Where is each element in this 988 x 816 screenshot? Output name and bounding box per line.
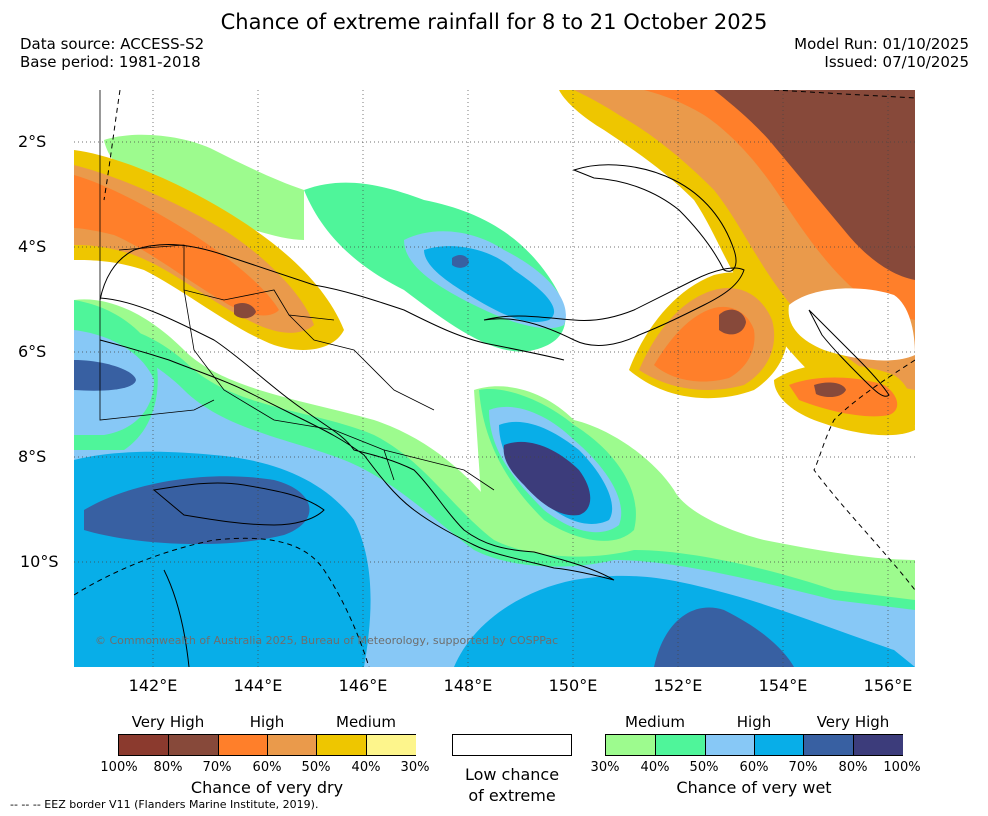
wet-zone-southeast-dark [654, 607, 794, 667]
lon-tick-148e: 148°E [443, 676, 493, 695]
wet-pct-label: 60% [739, 760, 769, 775]
new-britain-coastline [483, 267, 745, 346]
header-meta-left: Data source: ACCESS-S2 Base period: 1981… [20, 35, 204, 71]
wet-swatch-1 [655, 735, 706, 755]
dry-colorbar [118, 734, 416, 756]
dry-level-high: High [249, 713, 285, 731]
wet-pct-label: 30% [590, 760, 620, 775]
low-chance-zone-east [788, 288, 915, 361]
lat-tick-4s: 4°S [18, 237, 47, 256]
dry-swatch-0 [119, 735, 169, 755]
dry-swatch-2 [217, 735, 268, 755]
issued-text: Issued: 07/10/2025 [824, 53, 969, 71]
lon-tick-150e: 150°E [548, 676, 598, 695]
new-guinea-coastline [99, 297, 615, 581]
dry-pct-label: 40% [351, 760, 381, 775]
wet-pct-label: 100% [883, 760, 921, 775]
lon-tick-146e: 146°E [338, 676, 388, 695]
wet-zone-top-left-green [104, 134, 304, 240]
new-ireland-coastline [572, 164, 737, 272]
base-period-text: Base period: 1981-2018 [20, 53, 201, 71]
low-chance-swatch [452, 734, 572, 756]
dry-zone-west-dark [234, 302, 256, 319]
low-chance-caption: Low chance of extreme [442, 764, 582, 806]
dry-swatch-4 [316, 735, 367, 755]
dry-pct-label: 50% [301, 760, 331, 775]
cape-york-coast [163, 569, 190, 667]
province-borders [99, 90, 495, 491]
dry-caption: Chance of very dry [190, 778, 344, 797]
dry-zone-northeast-dark [714, 90, 915, 280]
lat-tick-8s: 8°S [18, 447, 47, 466]
wet-zone-east-dark [503, 441, 591, 516]
eez-borders [74, 90, 915, 667]
wet-level-very-high: Very High [816, 713, 890, 731]
lon-tick-154e: 154°E [758, 676, 808, 695]
lon-tick-144e: 144°E [233, 676, 283, 695]
wet-zone-south-dark [84, 476, 310, 545]
wet-zones [74, 134, 915, 667]
dry-level-medium: Medium [336, 713, 396, 731]
dry-zone-southeast-dark [814, 382, 846, 398]
lon-tick-156e: 156°E [863, 676, 913, 695]
wet-zone-west-dark [74, 360, 136, 391]
wet-caption: Chance of very wet [676, 778, 832, 797]
model-run-text: Model Run: 01/10/2025 [794, 35, 969, 53]
lat-tick-10s: 10°S [20, 552, 59, 571]
lat-tick-6s: 6°S [18, 342, 47, 361]
wet-level-high: High [736, 713, 772, 731]
wet-swatch-2 [704, 735, 755, 755]
wet-pct-label: 80% [838, 760, 868, 775]
wet-zone-central-dark [452, 255, 469, 268]
header-meta-right: Model Run: 01/10/2025 Issued: 07/10/2025 [794, 35, 969, 71]
data-source-text: Data source: ACCESS-S2 [20, 35, 205, 53]
wet-colorbar [605, 734, 903, 756]
wet-pct-label: 40% [640, 760, 670, 775]
eez-footnote: -- -- -- EEZ border V11 (Flanders Marine… [10, 798, 319, 811]
wet-swatch-0 [606, 735, 656, 755]
map-svg [74, 90, 915, 667]
dry-zones [74, 90, 915, 436]
coastlines [99, 164, 890, 667]
lon-tick-142e: 142°E [128, 676, 178, 695]
bougainville-coastline [808, 309, 890, 397]
wet-pct-label: 70% [788, 760, 818, 775]
chart-title: Chance of extreme rainfall for 8 to 21 O… [220, 10, 768, 34]
rainfall-map [74, 90, 915, 667]
gridlines [74, 90, 915, 667]
dry-pct-label: 30% [400, 760, 430, 775]
wet-level-medium: Medium [625, 713, 685, 731]
torres-coast [152, 482, 325, 526]
lon-tick-152e: 152°E [653, 676, 703, 695]
dry-swatch-3 [267, 735, 318, 755]
wet-swatch-3 [754, 735, 805, 755]
wet-swatch-5 [852, 735, 903, 755]
dry-level-very-high: Very High [131, 713, 205, 731]
dry-pct-label: 70% [202, 760, 232, 775]
low-chance-caption-line1: Low chance [464, 765, 560, 784]
dry-pct-label: 60% [252, 760, 282, 775]
dry-pct-label: 100% [100, 760, 138, 775]
dry-zone-east-dark [719, 309, 746, 335]
wet-pct-label: 50% [689, 760, 719, 775]
copyright-text: © Commonwealth of Australia 2025, Bureau… [95, 634, 559, 647]
wet-swatch-4 [803, 735, 854, 755]
north-coast [99, 244, 565, 361]
low-chance-zone-south-east [674, 462, 915, 560]
dry-pct-label: 80% [153, 760, 183, 775]
lat-tick-2s: 2°S [18, 132, 47, 151]
low-chance-caption-line2: of extreme [468, 786, 556, 805]
dry-swatch-5 [365, 735, 416, 755]
dry-swatch-1 [168, 735, 219, 755]
